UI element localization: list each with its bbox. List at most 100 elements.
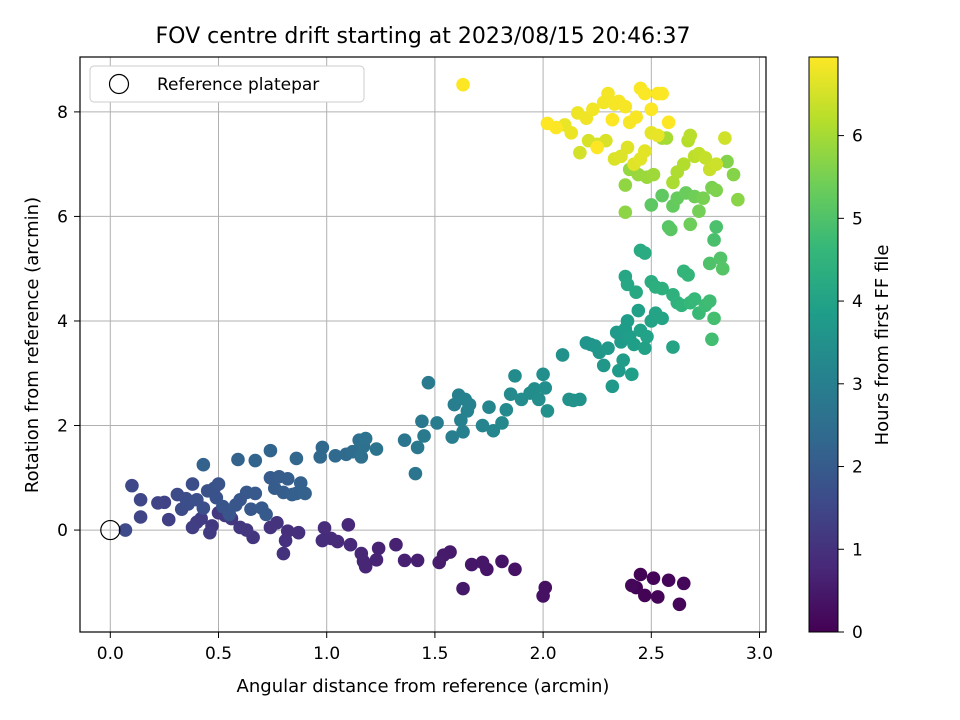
data-point bbox=[696, 191, 711, 205]
chart-title: FOV centre drift starting at 2023/08/15 … bbox=[156, 24, 691, 49]
data-point bbox=[421, 375, 436, 390]
legend: Reference platepar bbox=[89, 65, 365, 103]
x-tick-label: 3.0 bbox=[746, 644, 773, 664]
data-point bbox=[618, 205, 633, 220]
data-point bbox=[263, 443, 278, 458]
data-point bbox=[354, 450, 369, 464]
data-point bbox=[263, 520, 278, 535]
data-point bbox=[633, 567, 648, 582]
x-tick-label: 1.0 bbox=[313, 644, 340, 664]
data-point bbox=[161, 512, 176, 527]
data-point bbox=[445, 430, 460, 444]
legend-box bbox=[89, 65, 365, 103]
data-point bbox=[133, 492, 148, 507]
data-point bbox=[702, 294, 717, 308]
data-point bbox=[618, 99, 633, 114]
data-point bbox=[620, 314, 635, 328]
data-point bbox=[495, 554, 509, 569]
data-point bbox=[464, 557, 479, 572]
data-point bbox=[601, 341, 615, 355]
y-tick-label: 2 bbox=[57, 417, 68, 437]
y-tick-label: 6 bbox=[57, 207, 68, 227]
data-point bbox=[248, 453, 263, 468]
data-point bbox=[627, 337, 641, 352]
x-tick-label: 0.5 bbox=[205, 644, 232, 664]
data-point bbox=[666, 175, 680, 190]
data-point bbox=[638, 246, 652, 260]
colorbar-tick-label: 5 bbox=[852, 209, 863, 229]
data-point bbox=[354, 546, 369, 561]
data-point bbox=[638, 86, 652, 101]
data-point bbox=[676, 157, 691, 171]
data-point bbox=[631, 303, 646, 318]
data-point bbox=[655, 188, 669, 203]
data-point bbox=[718, 131, 732, 145]
data-point bbox=[618, 178, 633, 192]
data-point bbox=[298, 486, 312, 501]
data-point bbox=[508, 562, 522, 577]
data-point bbox=[564, 125, 579, 140]
data-point bbox=[676, 576, 691, 591]
data-point bbox=[549, 120, 563, 135]
data-point bbox=[650, 590, 665, 604]
x-axis: 0.0 0.5 1.0 1.5 2.0 2.5 3.0 bbox=[97, 632, 773, 664]
data-point bbox=[646, 571, 661, 585]
data-point bbox=[508, 369, 522, 383]
colorbar-tick-label: 0 bbox=[852, 623, 863, 643]
data-point bbox=[720, 154, 734, 169]
data-point bbox=[601, 86, 615, 101]
reference-marker bbox=[100, 519, 121, 541]
x-tick-label: 1.5 bbox=[421, 644, 448, 664]
data-point bbox=[233, 520, 247, 535]
data-point bbox=[432, 555, 447, 570]
data-point bbox=[475, 418, 490, 433]
data-point bbox=[203, 525, 217, 540]
x-tick-label: 2.0 bbox=[530, 644, 557, 664]
data-point bbox=[482, 400, 496, 415]
data-point bbox=[540, 404, 555, 418]
data-point bbox=[692, 204, 706, 219]
data-point bbox=[358, 431, 373, 446]
data-point bbox=[118, 523, 133, 537]
data-point bbox=[211, 477, 226, 491]
x-tick-label: 2.5 bbox=[638, 644, 665, 664]
data-point bbox=[293, 476, 308, 490]
data-point bbox=[672, 597, 687, 612]
data-point bbox=[707, 311, 721, 326]
data-point bbox=[317, 521, 332, 535]
y-axis: 0 2 4 6 8 bbox=[57, 103, 80, 541]
data-point bbox=[713, 251, 728, 266]
data-point bbox=[410, 553, 425, 568]
data-point bbox=[389, 537, 403, 552]
data-point bbox=[408, 466, 423, 481]
data-point bbox=[638, 588, 652, 603]
y-tick-label: 0 bbox=[57, 521, 68, 541]
data-point bbox=[503, 387, 518, 401]
data-point bbox=[415, 414, 429, 429]
y-tick-label: 8 bbox=[57, 103, 68, 123]
data-point bbox=[605, 112, 620, 127]
colorbar: 0 1 2 3 4 5 6 Hours from first FF file bbox=[808, 56, 893, 643]
data-point bbox=[616, 353, 630, 367]
data-point bbox=[280, 472, 295, 486]
data-point bbox=[683, 128, 698, 143]
data-point bbox=[371, 541, 386, 556]
data-point bbox=[527, 382, 542, 396]
data-point bbox=[702, 256, 717, 271]
colorbar-label: Hours from first FF file bbox=[872, 245, 893, 446]
data-point bbox=[629, 110, 643, 124]
data-point bbox=[687, 292, 702, 306]
data-point bbox=[456, 77, 470, 92]
data-point bbox=[663, 222, 678, 237]
data-point bbox=[343, 537, 358, 552]
data-point bbox=[328, 449, 343, 463]
data-point bbox=[620, 140, 635, 155]
data-point bbox=[709, 183, 724, 198]
data-point bbox=[683, 217, 698, 232]
colorbar-tick-label: 2 bbox=[852, 458, 863, 478]
data-point bbox=[646, 167, 661, 182]
data-point bbox=[638, 144, 652, 158]
data-point bbox=[661, 115, 676, 130]
data-point bbox=[315, 533, 330, 548]
data-point bbox=[369, 442, 384, 456]
